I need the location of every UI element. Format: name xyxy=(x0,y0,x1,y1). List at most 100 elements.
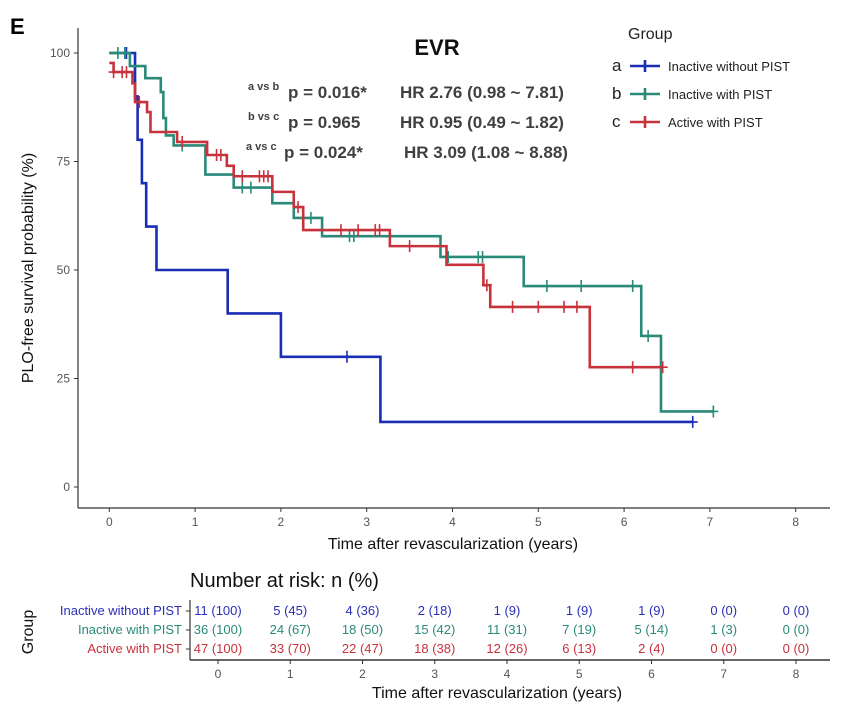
x-tick-label: 2 xyxy=(278,515,285,529)
risk-cell: 2 (18) xyxy=(418,603,452,618)
censor-mark xyxy=(353,224,364,237)
legend-swatch xyxy=(630,60,660,72)
risk-cell: 4 (36) xyxy=(346,603,380,618)
km-curve-inactive-without-pist xyxy=(109,51,693,424)
risk-y-label: Group xyxy=(20,610,37,655)
censor-mark xyxy=(245,181,256,194)
x-tick-label: 7 xyxy=(707,515,714,529)
comparison-p-value: p = 0.024* xyxy=(284,143,363,162)
risk-cell: 15 (42) xyxy=(414,622,455,637)
legend-key: b xyxy=(612,84,621,103)
censor-mark xyxy=(121,66,132,79)
risk-x-tick-label: 5 xyxy=(576,667,583,681)
y-tick-label: 75 xyxy=(57,155,71,169)
risk-x-tick-label: 0 xyxy=(215,667,222,681)
x-tick-label: 5 xyxy=(535,515,542,529)
x-tick-label: 8 xyxy=(792,515,799,529)
legend-title: Group xyxy=(628,26,673,43)
censor-mark xyxy=(541,280,552,293)
legend-label: Active with PIST xyxy=(668,115,763,130)
risk-cell: 18 (38) xyxy=(414,641,455,656)
censor-mark xyxy=(657,361,668,374)
risk-cell: 2 (4) xyxy=(638,641,665,656)
y-axis-label: PLO-free survival probability (%) xyxy=(20,153,37,383)
risk-cell: 1 (3) xyxy=(710,622,737,637)
censor-mark xyxy=(576,280,587,293)
risk-cell: 47 (100) xyxy=(194,641,242,656)
risk-x-tick-label: 8 xyxy=(793,667,800,681)
risk-cell: 0 (0) xyxy=(783,603,810,618)
risk-cell: 24 (67) xyxy=(270,622,311,637)
censor-mark xyxy=(559,300,570,313)
risk-cell: 5 (14) xyxy=(635,622,669,637)
risk-cell: 18 (50) xyxy=(342,622,383,637)
risk-cell: 1 (9) xyxy=(566,603,593,618)
y-tick-label: 0 xyxy=(63,480,70,494)
legend-label: Inactive without PIST xyxy=(668,59,790,74)
legend-swatch xyxy=(630,88,660,100)
risk-cell: 11 (100) xyxy=(194,603,241,618)
risk-cell: 6 (13) xyxy=(562,641,596,656)
risk-x-tick-label: 7 xyxy=(720,667,727,681)
censor-mark xyxy=(237,181,248,194)
risk-table-title: Number at risk: n (%) xyxy=(190,570,379,592)
censor-mark xyxy=(477,250,488,263)
plot-area: 0 25 50 75 100 0 1 2 3 4 5 6 7 8 Time after revascul… xyxy=(20,28,830,553)
chart-title: EVR xyxy=(414,35,459,60)
risk-cell: 1 (9) xyxy=(638,603,665,618)
risk-x-tick-label: 3 xyxy=(431,667,438,681)
censor-mark xyxy=(443,250,454,263)
risk-x-tick-label: 2 xyxy=(359,667,366,681)
risk-x-label: Time after revascularization (years) xyxy=(372,685,622,702)
x-tick-label: 4 xyxy=(449,515,456,529)
censor-mark xyxy=(134,96,145,109)
comparison-hazard-ratio: HR 0.95 (0.49 ~ 1.82) xyxy=(400,113,564,132)
risk-cell: 0 (0) xyxy=(783,641,810,656)
comparison-p-value: p = 0.016* xyxy=(288,83,367,102)
legend: Group a Inactive without PIST b Inactive wi… xyxy=(612,26,790,131)
risk-x-tick-label: 6 xyxy=(648,667,655,681)
comparison-label: b vs c xyxy=(248,111,279,123)
risk-cell: 1 (9) xyxy=(494,603,521,618)
risk-row-label: Inactive with PIST xyxy=(78,622,182,637)
censor-mark xyxy=(108,66,119,79)
risk-cell: 36 (100) xyxy=(194,622,242,637)
x-tick-label: 0 xyxy=(106,515,113,529)
x-tick-label: 6 xyxy=(621,515,628,529)
censor-mark xyxy=(507,300,518,313)
censor-mark xyxy=(708,405,719,418)
risk-row-label: Inactive without PIST xyxy=(60,603,182,618)
risk-cell: 11 (31) xyxy=(487,622,527,637)
legend-swatch xyxy=(630,116,660,128)
censor-mark xyxy=(348,230,359,243)
y-tick-label: 25 xyxy=(57,372,71,386)
risk-cell: 12 (26) xyxy=(486,641,527,656)
comparison-stats: a vs b p = 0.016* HR 2.76 (0.98 ~ 7.81) b v… xyxy=(246,81,568,162)
censor-mark xyxy=(341,350,352,363)
x-axis-label: Time after revascularization (years) xyxy=(328,536,578,553)
censor-mark xyxy=(263,170,274,183)
legend-key: c xyxy=(612,112,621,131)
risk-cell: 7 (19) xyxy=(562,622,596,637)
censor-mark xyxy=(643,329,654,342)
risk-cell: 0 (0) xyxy=(710,603,737,618)
risk-row-label: Active with PIST xyxy=(87,641,182,656)
censor-mark xyxy=(481,279,492,292)
panel-label: E xyxy=(10,14,25,39)
censor-mark xyxy=(293,201,304,214)
y-tick-label: 100 xyxy=(50,46,70,60)
risk-cell: 0 (0) xyxy=(783,622,810,637)
censor-mark xyxy=(571,300,582,313)
censor-mark xyxy=(305,211,316,224)
risk-x-tick-label: 1 xyxy=(287,667,294,681)
censor-mark xyxy=(404,240,415,253)
km-curve-inactive-with-pist xyxy=(109,51,714,413)
comparison-hazard-ratio: HR 2.76 (0.98 ~ 7.81) xyxy=(400,83,564,102)
legend-label: Inactive with PIST xyxy=(668,87,772,102)
censor-mark xyxy=(627,280,638,293)
x-tick-label: 3 xyxy=(363,515,370,529)
comparison-hazard-ratio: HR 3.09 (1.08 ~ 8.88) xyxy=(404,143,568,162)
censor-mark xyxy=(374,224,385,237)
risk-x-tick-label: 4 xyxy=(504,667,511,681)
km-curve-active-with-pist xyxy=(109,61,663,369)
